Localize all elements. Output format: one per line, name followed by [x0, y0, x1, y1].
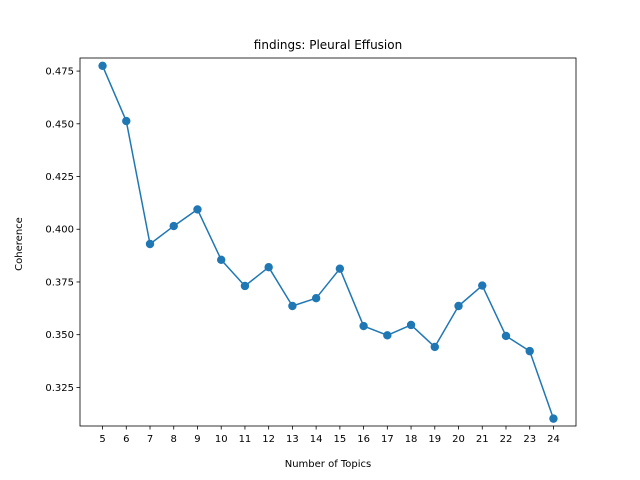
chart-title: findings: Pleural Effusion [254, 38, 402, 52]
data-point [240, 281, 250, 291]
x-tick-label: 14 [310, 434, 323, 445]
x-tick-label: 20 [452, 434, 465, 445]
data-point [145, 239, 155, 249]
x-tick-label: 13 [286, 434, 299, 445]
x-tick-label: 10 [215, 434, 228, 445]
x-tick-label: 17 [381, 434, 394, 445]
y-tick-label: 0.350 [45, 330, 74, 341]
data-point [501, 331, 511, 341]
x-tick-label: 12 [262, 434, 275, 445]
x-tick-label: 8 [171, 434, 177, 445]
y-tick-label: 0.425 [45, 172, 74, 183]
data-point [430, 342, 439, 352]
x-tick-label: 21 [476, 434, 489, 445]
data-point [122, 116, 131, 126]
data-point [264, 263, 273, 272]
data-point [383, 331, 392, 340]
data-point [169, 221, 178, 231]
data-point [311, 294, 321, 303]
x-tick-label: 6 [123, 434, 129, 445]
plot-area: 5 6 7 8 9 10 11 12 13 14 15 16 17 18 19 20 21 22 23 24 0.325… [45, 57, 577, 445]
x-tick-label: 5 [99, 434, 105, 445]
data-point [525, 346, 534, 356]
y-tick-label: 0.375 [45, 277, 74, 288]
plot-frame [79, 57, 577, 427]
x-tick-label: 22 [500, 434, 513, 445]
x-tick-label: 15 [333, 434, 346, 445]
x-tick-label: 24 [547, 434, 560, 445]
x-tick-label: 7 [147, 434, 153, 445]
data-point [549, 414, 558, 423]
data-point [217, 255, 226, 265]
y-tick-label: 0.325 [45, 383, 74, 394]
data-point [478, 281, 487, 290]
x-tick-label: 16 [357, 434, 370, 445]
data-point [335, 264, 345, 273]
data-point [98, 61, 107, 71]
x-tick-label: 9 [194, 434, 200, 445]
y-tick-label: 0.450 [45, 119, 74, 130]
y-tick-label: 0.400 [45, 225, 74, 236]
data-point [359, 321, 368, 331]
x-tick-label: 11 [239, 434, 252, 445]
x-axis-title: Number of Topics [285, 459, 372, 470]
x-tick-label: 18 [405, 434, 418, 445]
x-tick-label: 19 [428, 434, 441, 445]
x-tick-label: 23 [523, 434, 536, 445]
data-point [406, 320, 416, 330]
series-line [101, 65, 555, 419]
y-tick-label: 0.475 [45, 67, 74, 78]
y-axis-title: Coherence [14, 217, 25, 271]
data-point [454, 301, 463, 311]
data-point [288, 301, 297, 311]
data-point [193, 205, 202, 214]
